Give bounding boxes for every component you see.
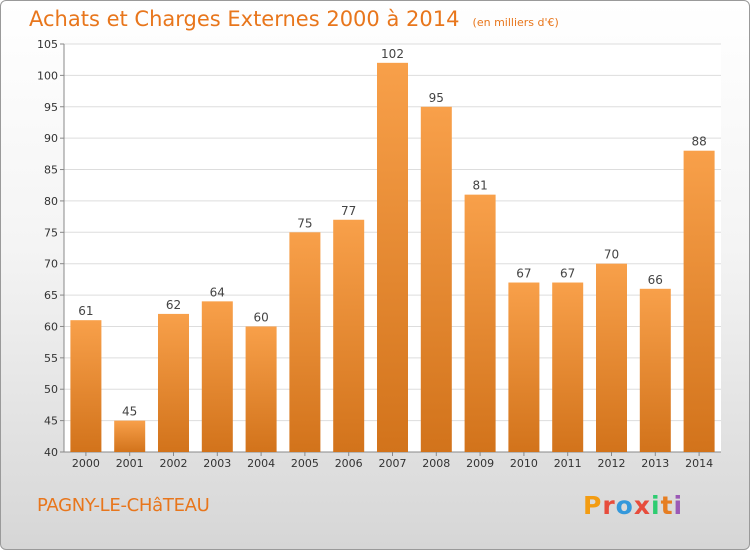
value-label: 60 — [253, 310, 268, 324]
logo-letter: t — [660, 491, 674, 520]
bar-2013 — [639, 288, 671, 452]
value-label: 62 — [166, 298, 181, 312]
y-tick-label: 95 — [44, 101, 58, 114]
y-tick-label: 65 — [44, 289, 58, 302]
x-tick-label: 2014 — [685, 457, 713, 470]
value-label: 77 — [341, 204, 356, 218]
bar-2004 — [245, 326, 277, 452]
bar-2003 — [201, 301, 233, 452]
y-tick-label: 75 — [44, 226, 58, 239]
value-label: 81 — [472, 179, 487, 193]
value-label: 45 — [122, 405, 137, 419]
value-label: 70 — [604, 248, 619, 262]
x-tick-label: 2004 — [247, 457, 275, 470]
value-label: 66 — [648, 273, 663, 287]
value-label: 75 — [297, 216, 312, 230]
title-block: Achats et Charges Externes 2000 à 2014 (… — [29, 7, 559, 31]
bar-2007 — [377, 62, 408, 452]
y-tick-label: 70 — [44, 258, 58, 271]
y-tick-label: 85 — [44, 164, 58, 177]
y-tick-label: 40 — [44, 446, 58, 459]
y-tick-label: 90 — [44, 132, 58, 145]
logo-letter: P — [583, 491, 603, 520]
value-label: 102 — [381, 47, 404, 61]
x-tick-label: 2012 — [598, 457, 626, 470]
y-tick-label: 45 — [44, 415, 58, 428]
bar-2001 — [114, 420, 146, 452]
proxiti-logo: Proxiti — [583, 491, 683, 520]
logo-letter: i — [673, 491, 684, 520]
x-tick-label: 2000 — [72, 457, 100, 470]
y-tick-label: 80 — [44, 195, 58, 208]
bar-2010 — [508, 282, 540, 452]
y-tick-label: 100 — [37, 69, 58, 82]
bar-2011 — [552, 282, 584, 452]
y-tick-label: 55 — [44, 352, 58, 365]
y-tick-label: 60 — [44, 320, 58, 333]
x-tick-label: 2010 — [510, 457, 538, 470]
y-tick-label: 50 — [44, 383, 58, 396]
value-label: 88 — [691, 135, 706, 149]
x-tick-label: 2006 — [335, 457, 363, 470]
logo-letter: x — [633, 491, 651, 520]
x-tick-label: 2011 — [554, 457, 582, 470]
bar-2006 — [333, 219, 365, 452]
x-tick-label: 2007 — [379, 457, 407, 470]
x-tick-label: 2003 — [203, 457, 231, 470]
value-label: 61 — [78, 304, 93, 318]
commune-name: PAGNY-LE-CHâTEAU — [37, 495, 210, 516]
logo-letter: i — [651, 491, 661, 520]
y-tick-label: 105 — [37, 38, 58, 51]
bar-2005 — [289, 232, 321, 452]
logo-letter: o — [615, 491, 634, 520]
x-tick-label: 2008 — [422, 457, 450, 470]
bar-2008 — [420, 106, 452, 453]
value-label: 67 — [516, 267, 531, 281]
x-tick-label: 2002 — [160, 457, 188, 470]
bar-2000 — [70, 320, 102, 452]
value-label: 95 — [429, 91, 444, 105]
x-tick-label: 2009 — [466, 457, 494, 470]
logo-letter: r — [602, 491, 616, 520]
value-label: 67 — [560, 267, 575, 281]
bar-2014 — [683, 150, 715, 452]
bar-2009 — [464, 194, 496, 452]
chart-subtitle: (en milliers d'€) — [472, 16, 559, 29]
chart-title: Achats et Charges Externes 2000 à 2014 — [29, 7, 460, 31]
bar-2002 — [158, 313, 189, 452]
bar-2012 — [596, 263, 627, 452]
x-tick-label: 2001 — [116, 457, 144, 470]
x-tick-label: 2005 — [291, 457, 319, 470]
value-label: 64 — [210, 285, 225, 299]
x-tick-label: 2013 — [641, 457, 669, 470]
